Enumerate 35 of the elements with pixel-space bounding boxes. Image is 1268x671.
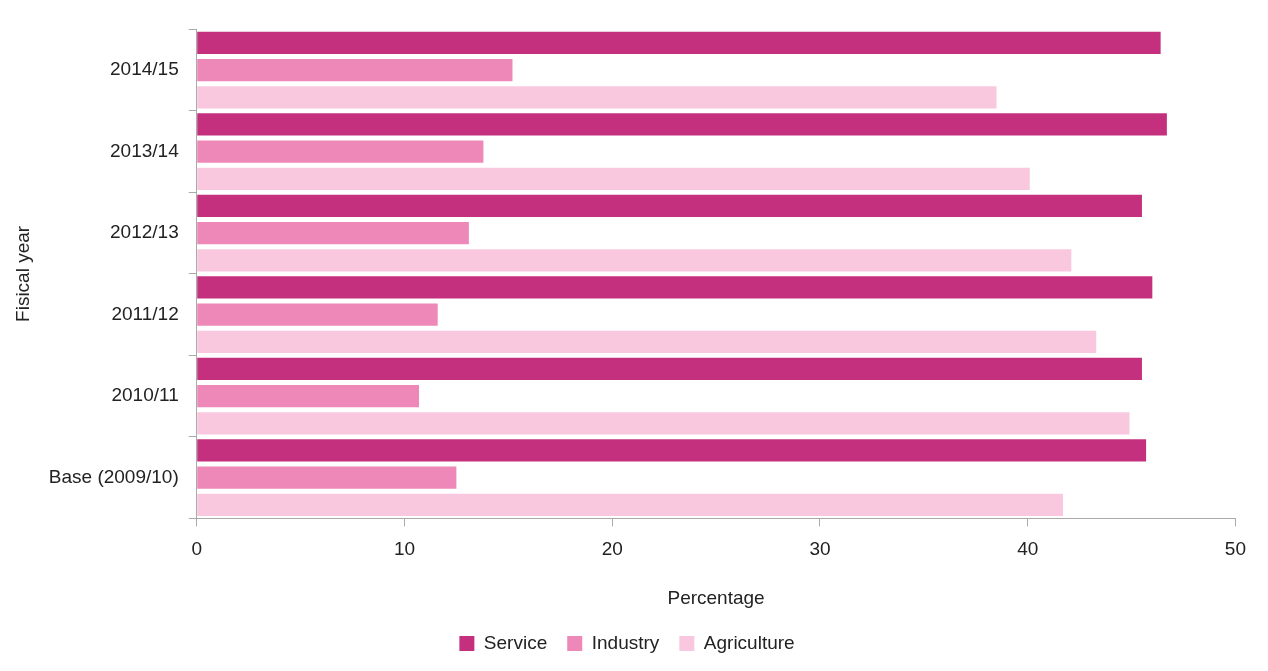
legend-label: Industry: [591, 631, 660, 653]
bar: [197, 276, 1153, 299]
bar: [197, 167, 1030, 190]
bar: [197, 493, 1064, 516]
bar: [197, 439, 1147, 462]
y-tick-label: 2014/15: [110, 58, 179, 80]
y-axis-title: Fisical year: [11, 225, 33, 322]
bar: [197, 140, 484, 163]
bar: [197, 303, 438, 326]
x-tick-label: 40: [1017, 538, 1039, 560]
bar: [197, 357, 1142, 381]
bar: [197, 222, 469, 245]
legend-label: Agriculture: [703, 631, 795, 653]
bar: [197, 330, 1097, 353]
x-tick-label: 30: [809, 538, 831, 560]
bar: [197, 385, 420, 408]
y-tick-label: 2011/12: [111, 302, 179, 324]
bar: [197, 113, 1167, 136]
bar: [197, 412, 1130, 435]
y-tick-label: 2012/13: [110, 221, 179, 243]
x-tick-label: 0: [191, 538, 203, 560]
bar: [197, 86, 997, 109]
bar: [197, 59, 513, 82]
bar: [197, 466, 457, 489]
x-axis-title: Percentage: [667, 586, 765, 608]
bar: [197, 194, 1142, 218]
y-tick-label: 2013/14: [110, 139, 180, 161]
x-tick-label: 20: [601, 538, 623, 560]
x-tick-label: 10: [393, 538, 416, 560]
legend-label: Service: [483, 631, 548, 653]
y-tick-label: 2010/11: [111, 384, 179, 406]
y-tick-label: Base (2009/10): [48, 465, 179, 487]
x-tick-label: 50: [1224, 538, 1246, 560]
bar: [197, 31, 1161, 55]
bar: [197, 249, 1072, 272]
